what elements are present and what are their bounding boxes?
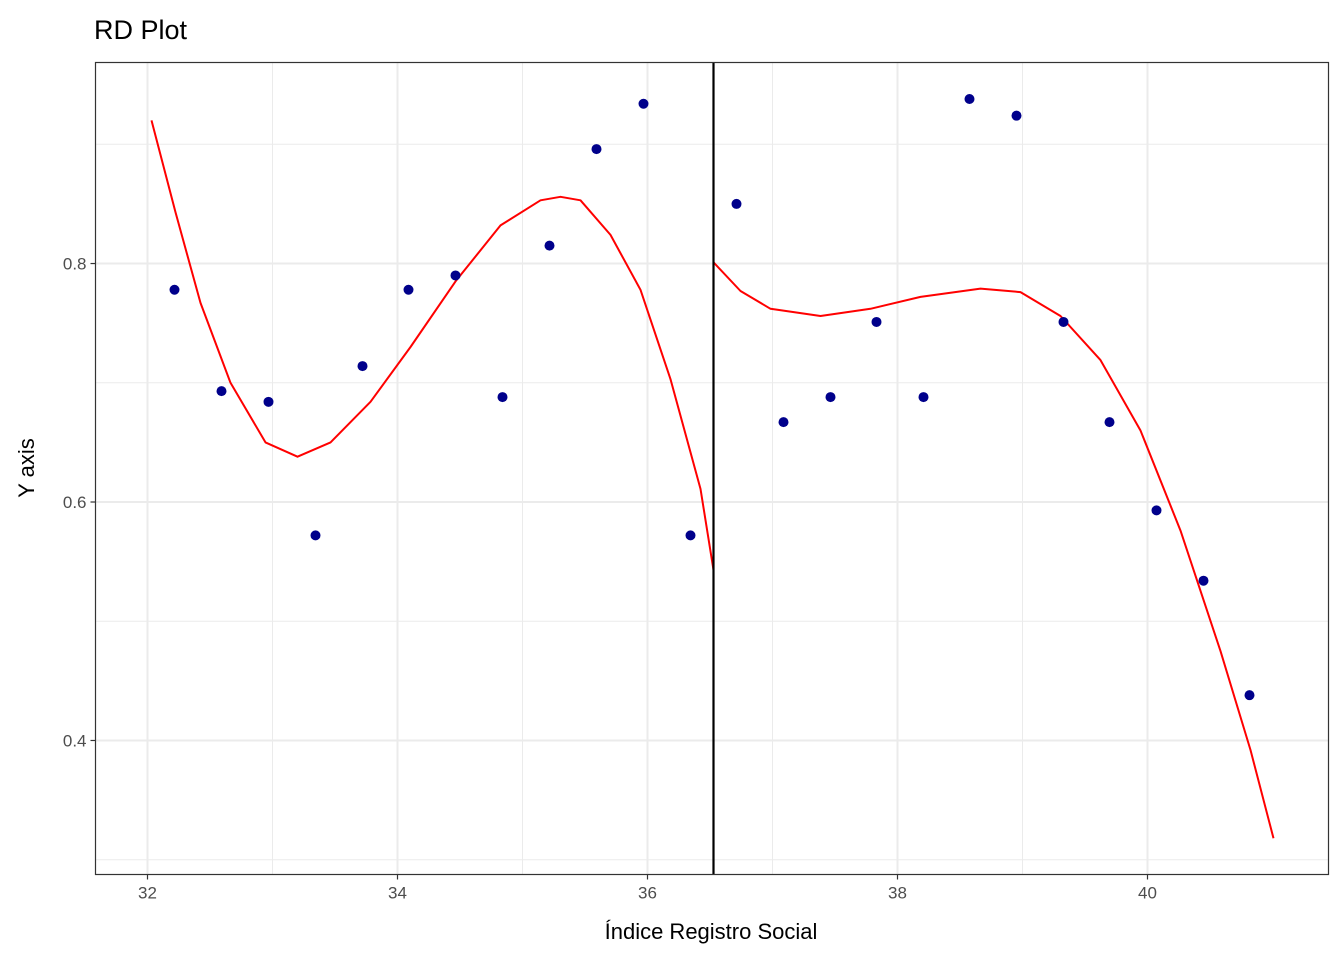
data-point bbox=[591, 144, 602, 155]
data-point bbox=[216, 386, 227, 397]
data-point bbox=[169, 284, 180, 295]
data-point bbox=[1011, 110, 1022, 121]
x-tick-label: 36 bbox=[638, 884, 657, 903]
y-axis: 0.4 0.6 0.8 bbox=[63, 255, 96, 750]
data-point bbox=[544, 240, 555, 251]
data-point bbox=[964, 93, 975, 104]
x-tick-label: 38 bbox=[888, 884, 907, 903]
data-point bbox=[685, 530, 696, 541]
x-tick-label: 40 bbox=[1138, 884, 1157, 903]
data-point bbox=[1151, 505, 1162, 516]
data-points bbox=[169, 93, 1255, 701]
data-point bbox=[1058, 316, 1069, 327]
data-point bbox=[263, 396, 274, 407]
data-point bbox=[310, 530, 321, 541]
plot-panel bbox=[95, 62, 1329, 875]
data-point bbox=[731, 198, 742, 209]
fit-curve-left bbox=[150, 120, 715, 571]
y-axis-title: Y axis bbox=[14, 438, 39, 498]
data-point bbox=[403, 284, 414, 295]
x-tick-label: 32 bbox=[138, 884, 157, 903]
data-point bbox=[497, 392, 508, 403]
y-tick-label: 0.8 bbox=[63, 255, 87, 274]
y-tick-label: 0.6 bbox=[63, 493, 87, 512]
fit-curve-right bbox=[712, 261, 1275, 839]
grid-lines bbox=[95, 62, 1329, 875]
data-point bbox=[778, 417, 789, 428]
data-point bbox=[918, 392, 929, 403]
data-point bbox=[1244, 690, 1255, 701]
x-axis-title: Índice Registro Social bbox=[605, 919, 818, 944]
data-point bbox=[638, 98, 649, 109]
data-point bbox=[1198, 575, 1209, 586]
fit-curves bbox=[150, 120, 1275, 839]
data-point bbox=[357, 361, 368, 372]
x-tick-label: 34 bbox=[388, 884, 407, 903]
data-point bbox=[450, 270, 461, 281]
data-point bbox=[1104, 417, 1115, 428]
plot-border bbox=[94, 61, 1330, 876]
data-point bbox=[825, 392, 836, 403]
y-tick-label: 0.4 bbox=[63, 731, 87, 750]
x-axis: 32 34 36 38 40 bbox=[138, 874, 1157, 903]
data-point bbox=[871, 316, 882, 327]
chart-title: RD Plot bbox=[94, 15, 188, 45]
